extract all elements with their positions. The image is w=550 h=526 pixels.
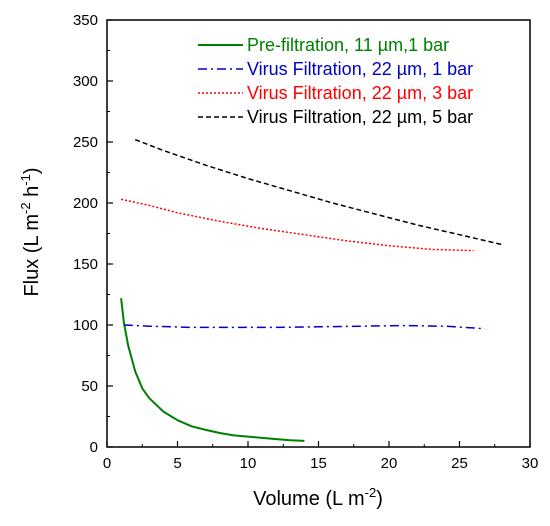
series-line-1 — [120, 298, 305, 442]
y-tick-label: 300 — [73, 73, 98, 90]
x-axis-label-tail: ) — [376, 488, 383, 510]
y-axis-ticks: 0 50 100 150 200 250 300 350 — [73, 12, 113, 456]
legend-label-3: Virus Filtration, 22 µm, 3 bar — [247, 83, 473, 103]
y-tick-label: 250 — [73, 134, 98, 151]
y-axis-label: Flux (L m-2 h-1) — [18, 167, 43, 296]
x-axis-label-sup: -2 — [365, 485, 377, 500]
y-axis-label-sup1: -2 — [18, 202, 33, 214]
x-tick-label: 15 — [310, 455, 327, 472]
y-axis-label-mid: h — [21, 186, 43, 203]
y-tick-label: 0 — [90, 439, 98, 456]
x-axis-ticks: 0 5 10 15 20 25 30 — [103, 441, 539, 472]
series-line-4 — [134, 138, 502, 246]
legend-label-2: Virus Filtration, 22 µm, 1 bar — [247, 59, 473, 79]
x-tick-label: 0 — [103, 455, 111, 472]
y-tick-label: 50 — [81, 378, 98, 395]
series-line-2 — [123, 324, 485, 330]
series-layer — [120, 138, 502, 442]
legend-label-1: Pre-filtration, 11 µm,1 bar — [247, 35, 449, 55]
x-tick-label: 20 — [381, 455, 398, 472]
y-axis-label-tail: ) — [21, 167, 43, 174]
legend-label-4: Virus Filtration, 22 µm, 5 bar — [247, 107, 473, 127]
x-tick-label: 10 — [240, 455, 257, 472]
legend: Pre-filtration, 11 µm,1 bar Virus Filtrat… — [198, 35, 473, 127]
y-axis-label-base: Flux (L m — [21, 214, 43, 297]
y-tick-label: 350 — [73, 12, 98, 29]
x-tick-label: 30 — [522, 455, 539, 472]
x-axis-label-base: Volume (L m — [253, 488, 365, 510]
y-tick-label: 100 — [73, 317, 98, 334]
x-axis-label: Volume (L m-2) — [253, 485, 383, 510]
y-axis-label-sup2: -1 — [18, 174, 33, 186]
x-tick-label: 25 — [451, 455, 468, 472]
series-line-3 — [120, 198, 474, 252]
y-tick-label: 200 — [73, 195, 98, 212]
x-tick-label: 5 — [173, 455, 181, 472]
y-tick-label: 150 — [73, 256, 98, 273]
